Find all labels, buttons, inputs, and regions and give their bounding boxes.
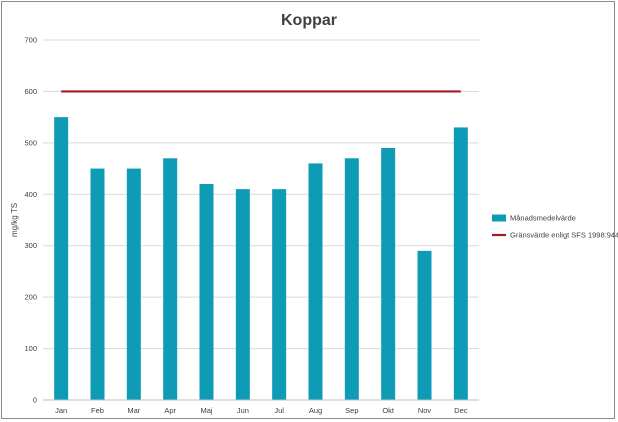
y-tick-label: 600 bbox=[24, 87, 37, 96]
legend: Månadsmedelvärde Gränsvärde enligt SFS 19… bbox=[492, 214, 618, 240]
bar-apr bbox=[163, 158, 178, 400]
legend-swatch-bar bbox=[492, 214, 506, 222]
bar-series bbox=[54, 117, 468, 401]
x-tick-label: Jan bbox=[55, 406, 67, 415]
bar-jul bbox=[272, 189, 287, 400]
x-tick-label: Maj bbox=[200, 406, 212, 415]
x-tick-label: Apr bbox=[164, 406, 176, 415]
bar-mar bbox=[126, 168, 141, 400]
x-tick-label: Sep bbox=[345, 406, 358, 415]
y-axis-ticks: 0 100 200 300 400 500 600 700 bbox=[24, 36, 37, 405]
x-tick-label: Aug bbox=[309, 406, 322, 415]
gridlines bbox=[43, 39, 479, 350]
y-tick-label: 400 bbox=[24, 190, 37, 199]
x-tick-label: Jun bbox=[237, 406, 249, 415]
y-axis-title: mg/kg TS bbox=[10, 203, 19, 237]
legend-label: Månadsmedelvärde bbox=[510, 214, 576, 223]
bar-sep bbox=[344, 158, 359, 400]
y-tick-label: 200 bbox=[24, 293, 37, 302]
x-tick-label: Jul bbox=[274, 406, 284, 415]
bar-jun bbox=[235, 189, 250, 400]
legend-label: Gränsvärde enligt SFS 1998:944 bbox=[510, 231, 618, 240]
x-tick-label: Mar bbox=[127, 406, 140, 415]
bar-nov bbox=[417, 250, 432, 400]
x-tick-label: Dec bbox=[454, 406, 468, 415]
y-tick-label: 0 bbox=[33, 396, 37, 405]
bar-jan bbox=[54, 117, 69, 401]
x-tick-label: Feb bbox=[91, 406, 104, 415]
bar-aug bbox=[308, 163, 323, 400]
y-tick-label: 100 bbox=[24, 344, 37, 353]
x-tick-label: Nov bbox=[418, 406, 432, 415]
y-tick-label: 300 bbox=[24, 241, 37, 250]
x-tick-label: Okt bbox=[382, 406, 395, 415]
bar-feb bbox=[90, 168, 105, 400]
bar-okt bbox=[381, 148, 396, 400]
y-tick-label: 500 bbox=[24, 138, 37, 147]
bar-maj bbox=[199, 184, 214, 400]
x-axis-ticks: Jan Feb Mar Apr Maj Jun Jul Aug Sep Okt Nov Dec bbox=[55, 406, 468, 415]
chart-title: Koppar bbox=[281, 12, 337, 29]
y-tick-label: 700 bbox=[24, 36, 37, 45]
bar-dec bbox=[453, 127, 468, 400]
